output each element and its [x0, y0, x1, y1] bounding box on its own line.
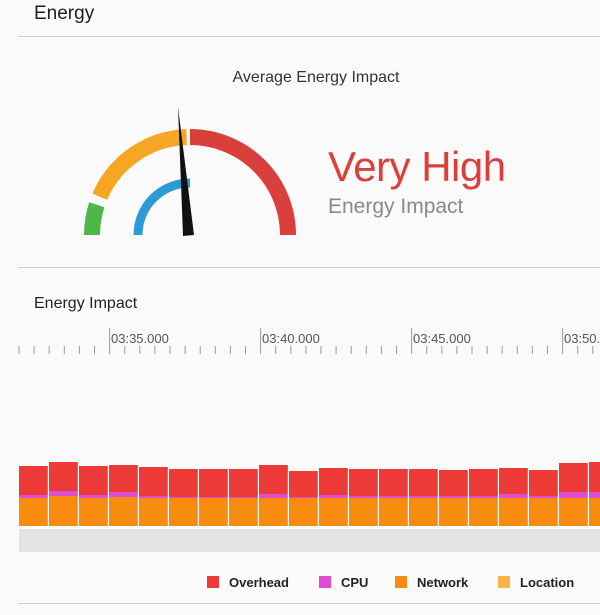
- bar-network-0: [19, 498, 48, 526]
- bar-network-18: [559, 498, 588, 526]
- bar-network-2: [79, 498, 108, 526]
- bar-cpu-1: [49, 491, 78, 496]
- bar-overhead-2: [79, 466, 108, 495]
- bar-network-7: [229, 498, 258, 526]
- bar-cpu-19: [589, 492, 600, 498]
- bar-network-9: [289, 498, 318, 526]
- bar-network-17: [529, 498, 558, 526]
- timeline-ruler[interactable]: 03:35.000 03:40.000 03:45.000 03:50.: [0, 320, 600, 360]
- bar-cpu-11: [349, 496, 378, 498]
- bar-network-11: [349, 498, 378, 526]
- bar-overhead-18: [559, 463, 588, 492]
- bar-cpu-8: [259, 494, 288, 498]
- bar-overhead-1: [49, 462, 78, 491]
- gauge-title: Average Energy Impact: [232, 69, 400, 86]
- bar-overhead-4: [139, 467, 168, 496]
- bar-cpu-15: [469, 496, 498, 498]
- bar-cpu-6: [199, 497, 228, 498]
- legend-item-network: Network: [395, 572, 468, 592]
- bar-network-6: [199, 498, 228, 526]
- energy-gauge: [84, 107, 296, 236]
- bar-overhead-14: [439, 470, 468, 496]
- bar-network-3: [109, 497, 138, 526]
- gauge-inner-segment: [133, 178, 191, 236]
- bar-network-1: [49, 496, 78, 526]
- bar-cpu-5: [169, 497, 198, 498]
- legend-swatch-overhead: [207, 576, 219, 588]
- impact-subtitle: Energy Impact: [328, 195, 464, 218]
- bar-network-4: [139, 498, 168, 526]
- gauge-low-segment: [84, 202, 105, 236]
- legend-swatch-location: [498, 576, 510, 588]
- bar-overhead-11: [349, 469, 378, 496]
- tick-label-4: 03:50.: [564, 331, 600, 346]
- bar-overhead-13: [409, 469, 438, 496]
- bar-network-12: [379, 498, 408, 526]
- bar-overhead-3: [109, 465, 138, 492]
- bar-cpu-2: [79, 495, 108, 498]
- legend-item-overhead: Overhead: [207, 572, 289, 592]
- gauge-medium-segment: [92, 129, 188, 201]
- tick-label-3: 03:45.000: [413, 331, 471, 346]
- bar-cpu-0: [19, 495, 48, 498]
- legend-item-location: Location: [498, 572, 574, 592]
- bar-overhead-12: [379, 469, 408, 496]
- gauge-high-segment: [189, 129, 296, 236]
- bar-network-16: [499, 498, 528, 526]
- bar-overhead-9: [289, 471, 318, 497]
- bar-overhead-16: [499, 468, 528, 494]
- bar-overhead-8: [259, 465, 288, 494]
- legend-label-cpu: CPU: [341, 574, 369, 590]
- chart-section-title: Energy Impact: [34, 295, 138, 312]
- bar-overhead-7: [229, 469, 258, 497]
- bar-cpu-17: [529, 496, 558, 498]
- bar-cpu-12: [379, 496, 408, 498]
- chart-baseline-band: [19, 529, 600, 552]
- bar-network-10: [319, 498, 348, 526]
- bar-cpu-14: [439, 496, 468, 498]
- bar-cpu-10: [319, 495, 348, 498]
- impact-level-text: Very High: [328, 143, 506, 190]
- legend-swatch-cpu: [319, 576, 331, 588]
- divider-bottom: [18, 603, 600, 604]
- bar-cpu-7: [229, 497, 258, 498]
- bar-cpu-13: [409, 496, 438, 498]
- bar-cpu-18: [559, 492, 588, 498]
- energy-impact-chart[interactable]: [0, 440, 600, 555]
- bar-overhead-5: [169, 469, 198, 497]
- tick-label-1: 03:35.000: [111, 331, 169, 346]
- bar-overhead-6: [199, 469, 228, 497]
- bar-overhead-10: [319, 468, 348, 495]
- bar-network-5: [169, 498, 198, 526]
- divider-top: [18, 36, 600, 37]
- bar-cpu-3: [109, 492, 138, 497]
- legend-label-location: Location: [520, 574, 575, 590]
- bar-overhead-0: [19, 466, 48, 495]
- legend-swatch-network: [395, 576, 407, 588]
- bar-cpu-4: [139, 496, 168, 498]
- legend-label-overhead: Overhead: [229, 574, 289, 590]
- bar-overhead-15: [469, 469, 498, 496]
- gauge-needle: [178, 107, 194, 236]
- bar-network-19: [589, 498, 600, 526]
- energy-header-title: Energy: [34, 3, 95, 24]
- bar-overhead-19: [589, 462, 600, 492]
- divider-middle: [18, 267, 600, 268]
- legend-label-network: Network: [417, 574, 469, 590]
- bar-network-13: [409, 498, 438, 526]
- bar-network-8: [259, 498, 288, 526]
- legend-item-cpu: CPU: [319, 572, 368, 592]
- tick-label-2: 03:40.000: [262, 331, 320, 346]
- bar-cpu-16: [499, 494, 528, 498]
- bar-network-15: [469, 498, 498, 526]
- bar-cpu-9: [289, 497, 318, 498]
- bar-network-14: [439, 498, 468, 526]
- bar-overhead-17: [529, 470, 558, 496]
